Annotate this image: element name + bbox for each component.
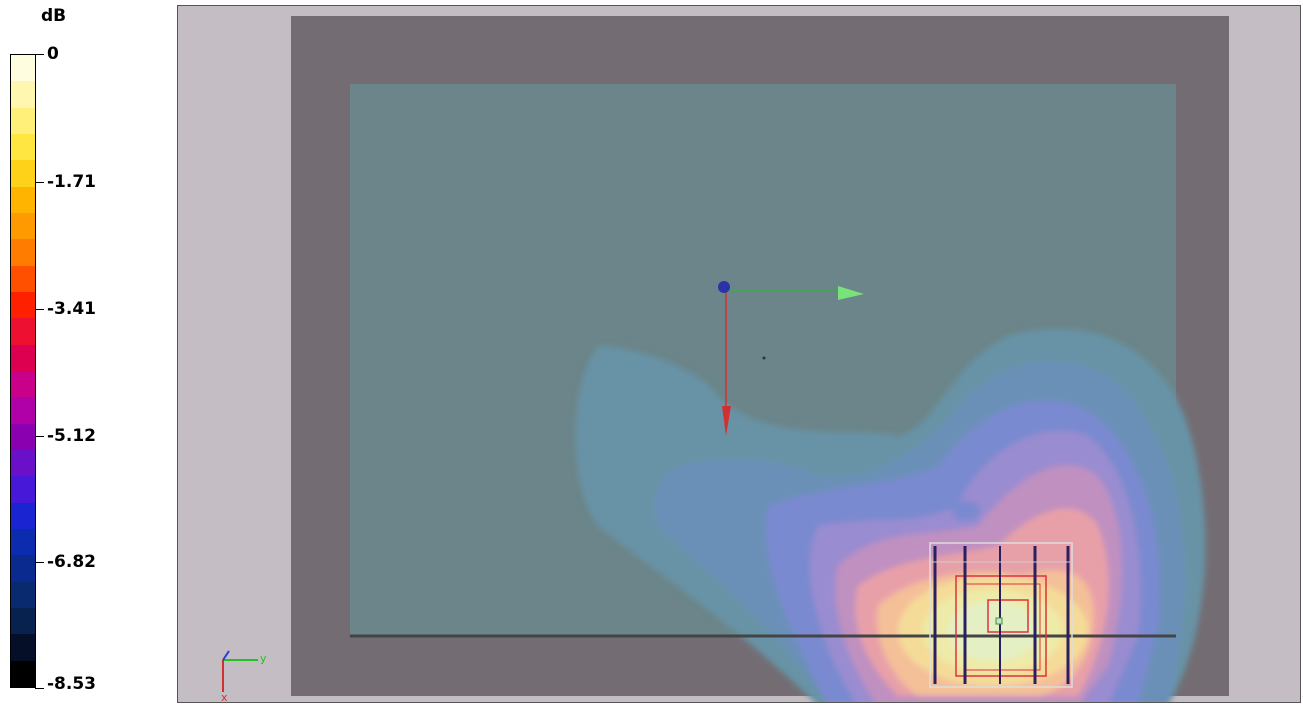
colorbar-band [11, 160, 35, 188]
3d-viewport[interactable]: y x [177, 5, 1301, 703]
colorbar-band [11, 134, 35, 161]
colorbar-tick-mark [35, 182, 44, 183]
wire-box-red-small [987, 599, 1029, 633]
gizmo-y-label: y [260, 652, 267, 665]
colorbar-band [11, 81, 35, 109]
colorbar-band [11, 555, 35, 583]
gizmo-x-label: x [221, 691, 228, 702]
colorbar-tick-mark [35, 436, 44, 437]
colorbar [10, 54, 36, 688]
colorbar-band [11, 107, 35, 135]
colorbar-band [11, 371, 35, 398]
colorbar-tick-mark [35, 562, 44, 563]
colorbar-tick-label: -1.71 [47, 172, 96, 192]
colorbar-band [11, 55, 35, 82]
axis-gizmo: y x [221, 650, 267, 702]
colorbar-tick-label: -8.53 [47, 674, 96, 694]
scene-canvas: y x [221, 16, 1229, 702]
device-wireframe [929, 542, 1073, 688]
colorbar-band [11, 292, 35, 319]
colorbar-band [11, 423, 35, 451]
colorbar-band [11, 608, 35, 635]
feed-point [995, 617, 1003, 625]
colorbar-band [11, 186, 35, 214]
legend-unit-label: dB [41, 6, 67, 26]
colorbar-band [11, 502, 35, 530]
origin-axes [718, 281, 864, 436]
green-arrowhead [838, 286, 864, 300]
red-arrowhead [722, 406, 731, 436]
colorbar-band [11, 213, 35, 240]
colorbar-band [11, 344, 35, 372]
colorbar-tick-mark [35, 309, 44, 310]
colorbar-tick-label: -3.41 [47, 299, 96, 319]
colorbar-band [11, 239, 35, 267]
colorbar-tick-label: -6.82 [47, 552, 96, 572]
colorbar-band [11, 660, 35, 688]
colorbar-band [11, 318, 35, 346]
colorbar-legend: dB 0 -1.71 -3.41 -5.12 -6.82 -8.53 [0, 0, 175, 705]
field-contours [575, 328, 1206, 702]
contour-hole [952, 501, 980, 521]
gizmo-z-axis [222, 650, 230, 661]
colorbar-band [11, 581, 35, 609]
colorbar-band [11, 450, 35, 477]
colorbar-band [11, 397, 35, 425]
origin-dot [718, 281, 730, 293]
colorbar-band [11, 476, 35, 504]
small-dot [762, 356, 766, 360]
colorbar-band [11, 529, 35, 556]
colorbar-tick-label: -5.12 [47, 426, 96, 446]
colorbar-band [11, 634, 35, 662]
colorbar-tick-mark [35, 688, 44, 689]
colorbar-tick-label: 0 [47, 44, 59, 64]
colorbar-tick-mark [35, 54, 44, 55]
contour-10 [948, 601, 1038, 661]
colorbar-band [11, 265, 35, 293]
